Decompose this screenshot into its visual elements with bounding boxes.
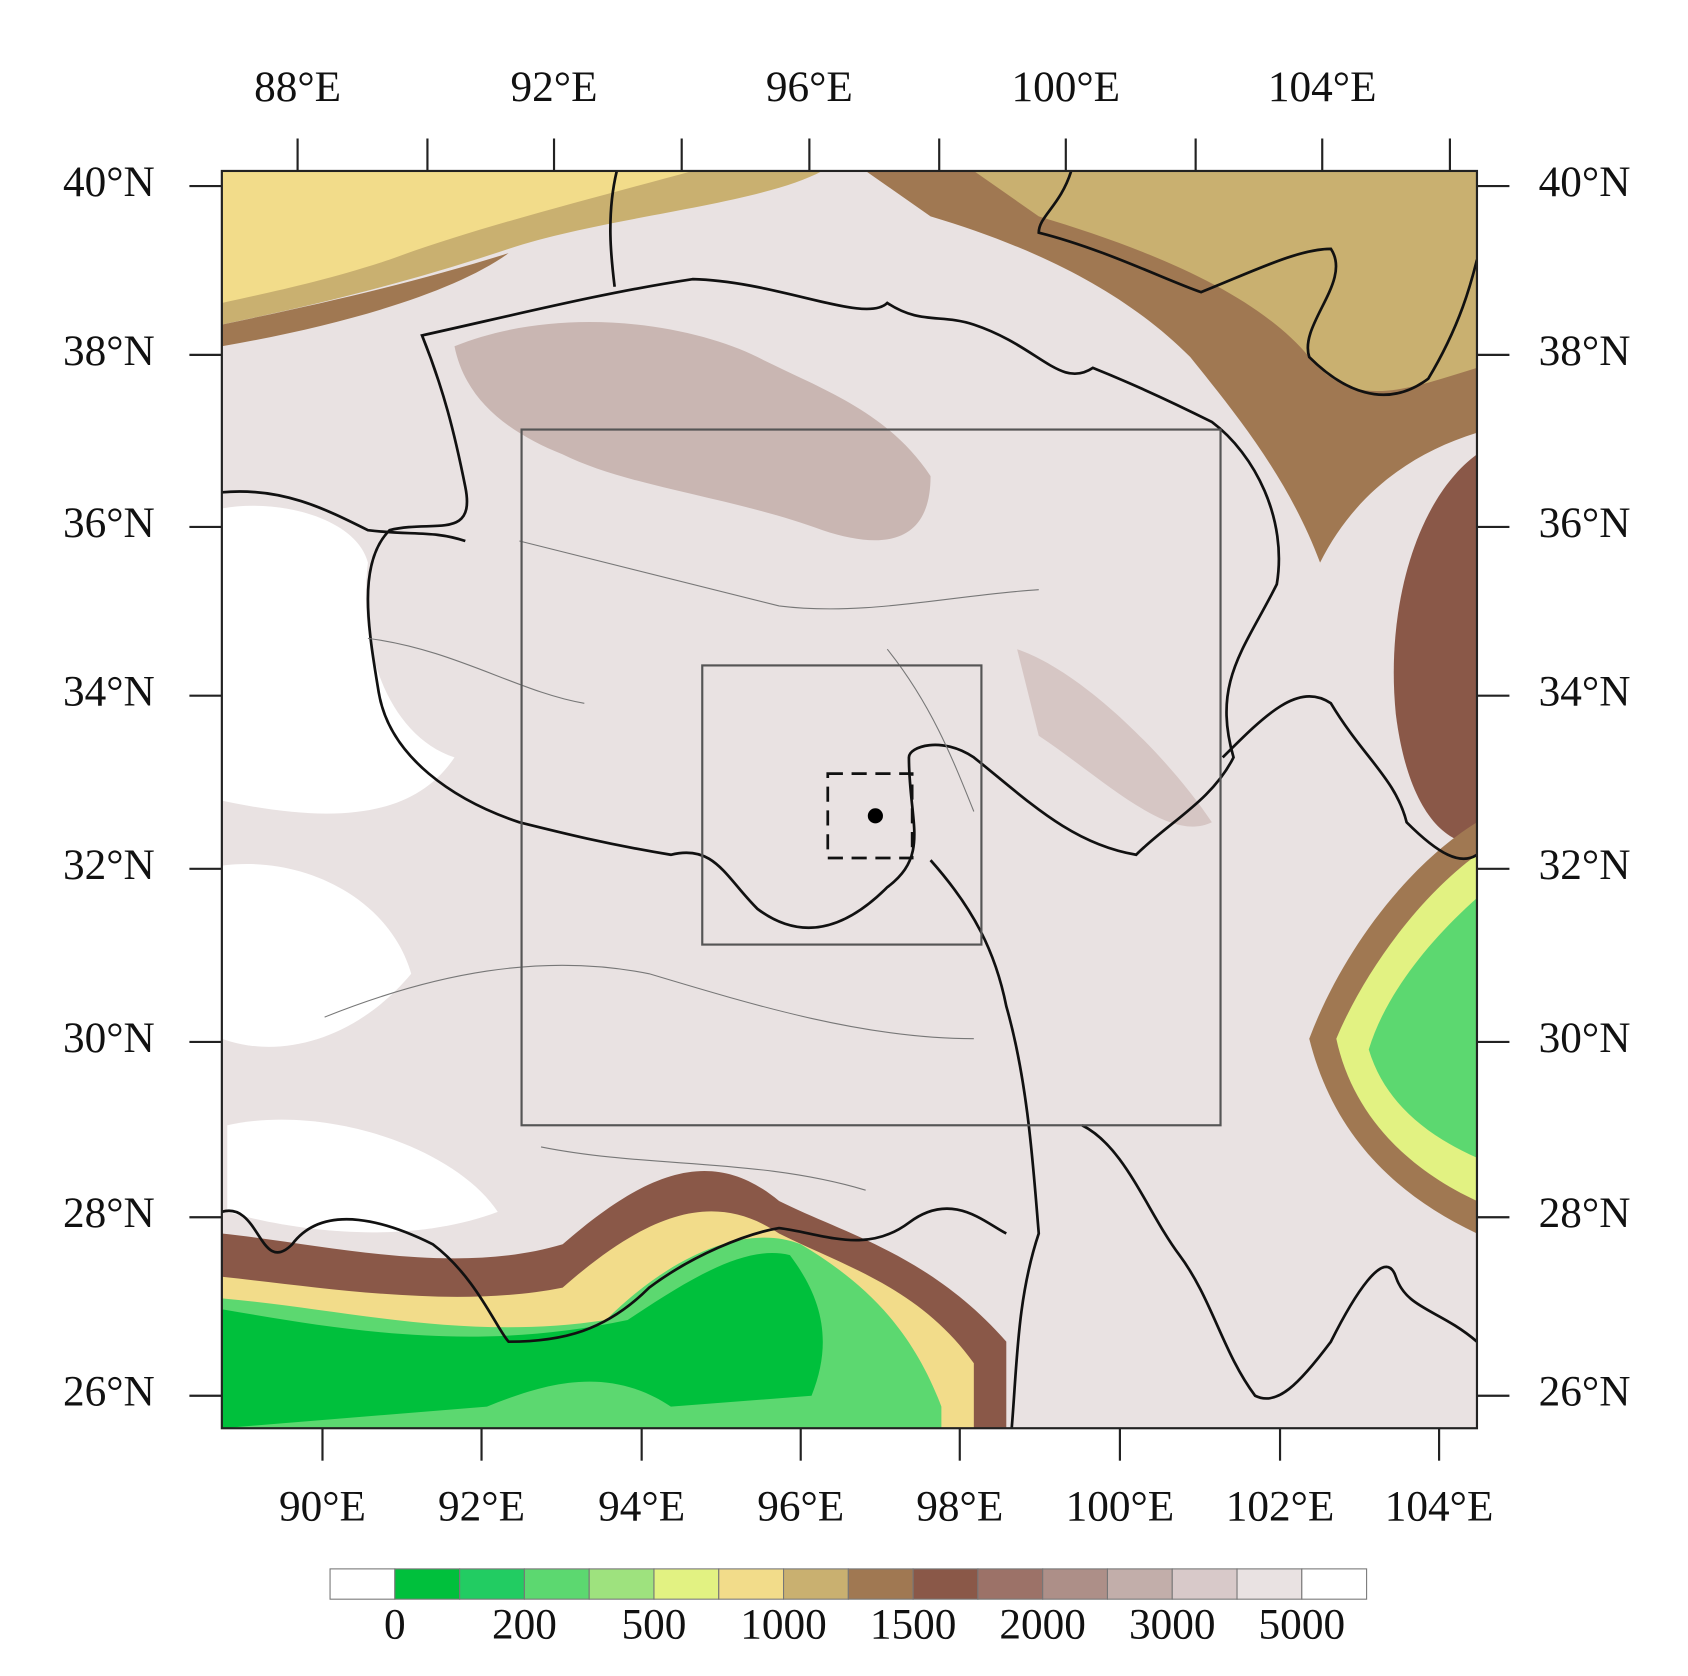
- left-tick-label: 40°N: [63, 158, 155, 206]
- left-tick-label: 36°N: [63, 499, 155, 547]
- domain-outer: [520, 428, 1222, 1127]
- bottom-tick-label: 92°E: [438, 1482, 525, 1530]
- colorbar-label: 3000: [1129, 1600, 1216, 1648]
- colorbar-box: [329, 1568, 396, 1600]
- top-tick-label: 88°E: [254, 63, 341, 111]
- top-tick-label: 96°E: [766, 63, 853, 111]
- right-tick-label: 28°N: [1539, 1189, 1631, 1237]
- right-tick-label: 36°N: [1539, 499, 1631, 547]
- colorbar-box: [523, 1568, 590, 1600]
- colorbar-box: [1042, 1568, 1109, 1600]
- country-border: [221, 1207, 1007, 1344]
- bottom-tick-label: 94°E: [598, 1482, 685, 1530]
- right-tick-label: 26°N: [1539, 1368, 1631, 1416]
- province-border: [1221, 695, 1477, 861]
- province-border: [1037, 170, 1477, 396]
- left-tick-label: 30°N: [63, 1014, 155, 1062]
- colorbar-box: [912, 1568, 979, 1600]
- right-tick-label: 30°N: [1539, 1014, 1631, 1062]
- bottom-tick-label: 98°E: [916, 1482, 1003, 1530]
- colorbar-box: [1301, 1568, 1368, 1600]
- left-tick-label: 28°N: [63, 1189, 155, 1237]
- province-border: [1081, 1124, 1477, 1400]
- colorbar-label: 0: [384, 1600, 406, 1648]
- map-frame: [220, 169, 1479, 1430]
- colorbar-box: [718, 1568, 785, 1600]
- province-border: [609, 170, 619, 287]
- colorbar-label: 200: [492, 1600, 557, 1648]
- colorbar-label: 1500: [870, 1600, 957, 1648]
- east-slope: [1393, 454, 1477, 844]
- basin: [1368, 898, 1477, 1158]
- province-border: [366, 277, 1281, 930]
- colorbar-box: [653, 1568, 720, 1600]
- colorbar: 0 200 500 1000 1500 2000 3000 5000: [329, 1568, 1368, 1648]
- right-tick-label: 32°N: [1539, 841, 1631, 889]
- bottom-tick-label: 96°E: [757, 1482, 844, 1530]
- left-tick-label: 32°N: [63, 841, 155, 889]
- colorbar-label: 500: [622, 1600, 687, 1648]
- county-border: [324, 540, 1039, 1191]
- site-marker: [867, 808, 883, 824]
- colorbar-box: [394, 1568, 461, 1600]
- desert: [221, 170, 693, 303]
- top-tick-label: 92°E: [511, 63, 598, 111]
- colorbar-box: [1106, 1568, 1173, 1600]
- slope: [221, 253, 509, 347]
- top-tick-label: 100°E: [1011, 63, 1120, 111]
- colorbar-box: [588, 1568, 655, 1600]
- domain-inner: [701, 664, 983, 946]
- colorbar-label: 2000: [999, 1600, 1086, 1648]
- province-border: [221, 490, 466, 543]
- left-tick-label: 26°N: [63, 1368, 155, 1416]
- mountain-band: [454, 321, 931, 541]
- colorbar-box: [1171, 1568, 1238, 1600]
- colorbar-box: [977, 1568, 1044, 1600]
- colorbar-label: 5000: [1259, 1600, 1346, 1648]
- terrain: [221, 170, 1477, 1429]
- colorbar-box: [459, 1568, 525, 1600]
- left-tick-label: 34°N: [63, 668, 155, 716]
- colorbar-label: 1000: [740, 1600, 827, 1648]
- bottom-tick-label: 100°E: [1066, 1482, 1175, 1530]
- low-relief: [221, 863, 412, 1047]
- colorbar-box: [847, 1568, 914, 1600]
- province-border: [929, 859, 1041, 1429]
- left-tick-label: 38°N: [63, 327, 155, 375]
- top-tick-label: 104°E: [1268, 63, 1377, 111]
- bottom-tick-label: 102°E: [1226, 1482, 1335, 1530]
- bottom-tick-label: 90°E: [279, 1482, 366, 1530]
- low-relief: [227, 1119, 498, 1233]
- domain-study: [826, 772, 914, 860]
- mountain-band: [1017, 649, 1212, 827]
- right-tick-label: 40°N: [1539, 158, 1631, 206]
- bottom-tick-label: 104°E: [1385, 1482, 1494, 1530]
- right-tick-label: 38°N: [1539, 327, 1631, 375]
- colorbar-box: [1236, 1568, 1303, 1600]
- colorbar-box: [783, 1568, 849, 1600]
- right-tick-label: 34°N: [1539, 668, 1631, 716]
- axes: 88°E 92°E 96°E 100°E 104°E 90°E 92°E 94°E 96°E 98…: [63, 63, 1631, 1531]
